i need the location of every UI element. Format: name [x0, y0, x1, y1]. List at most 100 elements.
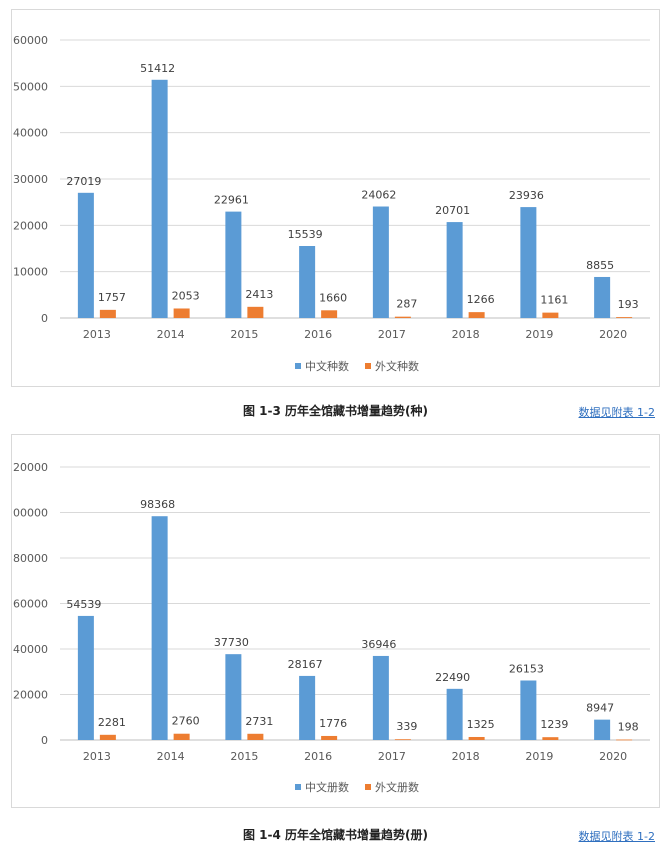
- y-tick-label: 120000: [12, 461, 48, 474]
- data-label: 26153: [509, 663, 544, 676]
- data-label: 1757: [98, 291, 126, 304]
- x-tick-label: 2020: [599, 328, 627, 341]
- x-tick-label: 2015: [230, 328, 258, 341]
- bar: [99, 309, 116, 318]
- bar: [372, 206, 389, 318]
- x-tick-label: 2016: [304, 328, 332, 341]
- data-label: 198: [618, 721, 639, 734]
- bar: [594, 719, 611, 740]
- bar: [468, 736, 485, 740]
- bar: [446, 688, 463, 740]
- x-tick-label: 2017: [378, 328, 406, 341]
- data-label: 2413: [245, 288, 273, 301]
- y-tick-label: 50000: [13, 80, 48, 93]
- data-label: 2281: [98, 716, 126, 729]
- data-label: 1161: [540, 294, 568, 307]
- legend-label: 中文种数: [305, 359, 349, 373]
- bar: [616, 739, 633, 741]
- x-tick-label: 2019: [525, 328, 553, 341]
- bar: [173, 733, 190, 740]
- x-tick-label: 2019: [525, 750, 553, 763]
- chart-1: 0 10000 20000 30000 40000 50000 60000 2013 27019…: [13, 34, 650, 373]
- x-tick-label: 2015: [230, 750, 258, 763]
- bar: [468, 312, 485, 318]
- data-label: 2760: [172, 715, 200, 728]
- data-label: 8947: [586, 702, 614, 715]
- data-label: 24062: [361, 189, 396, 202]
- x-tick-label: 2014: [157, 328, 185, 341]
- x-tick-label: 2013: [83, 750, 111, 763]
- y-tick-label: 30000: [13, 173, 48, 186]
- chart-1-data-link[interactable]: 数据见附表 1-2: [578, 406, 655, 419]
- chart-1-caption: 图 1-3 历年全馆藏书增量趋势(种): [242, 404, 428, 418]
- chart-panel-2: 0 20000 40000 60000 80000 100000 120000 2013 545…: [11, 434, 660, 808]
- bar: [151, 79, 168, 318]
- bar: [299, 675, 316, 740]
- y-tick-label: 80000: [13, 552, 48, 565]
- bar: [299, 246, 316, 318]
- data-label: 1239: [540, 718, 568, 731]
- y-tick-label: 20000: [13, 219, 48, 232]
- x-tick-label: 2020: [599, 750, 627, 763]
- x-tick-label: 2018: [452, 750, 480, 763]
- legend-label: 外文册数: [375, 780, 419, 794]
- bar: [394, 739, 411, 741]
- bar: [321, 735, 338, 740]
- legend-label: 外文种数: [375, 359, 419, 373]
- bar: [520, 207, 537, 318]
- data-label: 36946: [361, 638, 396, 651]
- bar: [372, 655, 389, 740]
- bar: [77, 615, 94, 740]
- data-label: 1776: [319, 717, 347, 730]
- y-tick-label: 40000: [13, 127, 48, 140]
- chart-2-caption: 图 1-4 历年全馆藏书增量趋势(册): [242, 828, 428, 842]
- y-tick-label: 0: [41, 734, 48, 747]
- data-label: 37730: [214, 636, 249, 649]
- x-tick-label: 2018: [452, 328, 480, 341]
- y-tick-label: 0: [41, 312, 48, 325]
- data-label: 1325: [467, 718, 495, 731]
- bar: [247, 733, 264, 740]
- legend-swatch: [365, 363, 371, 369]
- bar: [520, 680, 537, 740]
- bar: [225, 654, 242, 740]
- legend-swatch: [365, 784, 371, 790]
- bar: [542, 737, 559, 740]
- y-tick-label: 60000: [13, 598, 48, 611]
- legend-swatch: [295, 363, 301, 369]
- y-tick-label: 10000: [13, 266, 48, 279]
- data-label: 15539: [288, 228, 323, 241]
- data-label: 193: [618, 298, 639, 311]
- bar: [542, 312, 559, 318]
- data-label: 2053: [172, 289, 200, 302]
- data-label: 2731: [245, 715, 273, 728]
- legend-swatch: [295, 784, 301, 790]
- bar: [394, 316, 411, 318]
- y-tick-label: 60000: [13, 34, 48, 47]
- data-label: 22490: [435, 671, 470, 684]
- data-label: 23936: [509, 189, 544, 202]
- legend-label: 中文册数: [305, 780, 349, 794]
- data-label: 98368: [140, 498, 175, 511]
- bar: [225, 211, 242, 318]
- bar: [446, 222, 463, 318]
- chart-2-data-link[interactable]: 数据见附表 1-2: [578, 830, 655, 843]
- bar: [594, 276, 611, 318]
- data-label: 27019: [66, 175, 101, 188]
- data-label: 28167: [288, 658, 323, 671]
- bar: [173, 308, 190, 318]
- chart-panel-1: 0 10000 20000 30000 40000 50000 60000 2013 27019…: [11, 9, 660, 387]
- data-label: 287: [396, 298, 417, 311]
- bar: [616, 317, 633, 318]
- bar: [247, 306, 264, 318]
- data-label: 1660: [319, 291, 347, 304]
- bar: [99, 734, 116, 740]
- data-label: 339: [396, 720, 417, 733]
- bar: [77, 192, 94, 318]
- chart-2: 0 20000 40000 60000 80000 100000 120000 2013 545…: [12, 461, 650, 794]
- data-label: 1266: [467, 293, 495, 306]
- x-tick-label: 2014: [157, 750, 185, 763]
- data-label: 51412: [140, 62, 175, 75]
- y-tick-label: 100000: [12, 507, 48, 520]
- y-tick-label: 40000: [13, 643, 48, 656]
